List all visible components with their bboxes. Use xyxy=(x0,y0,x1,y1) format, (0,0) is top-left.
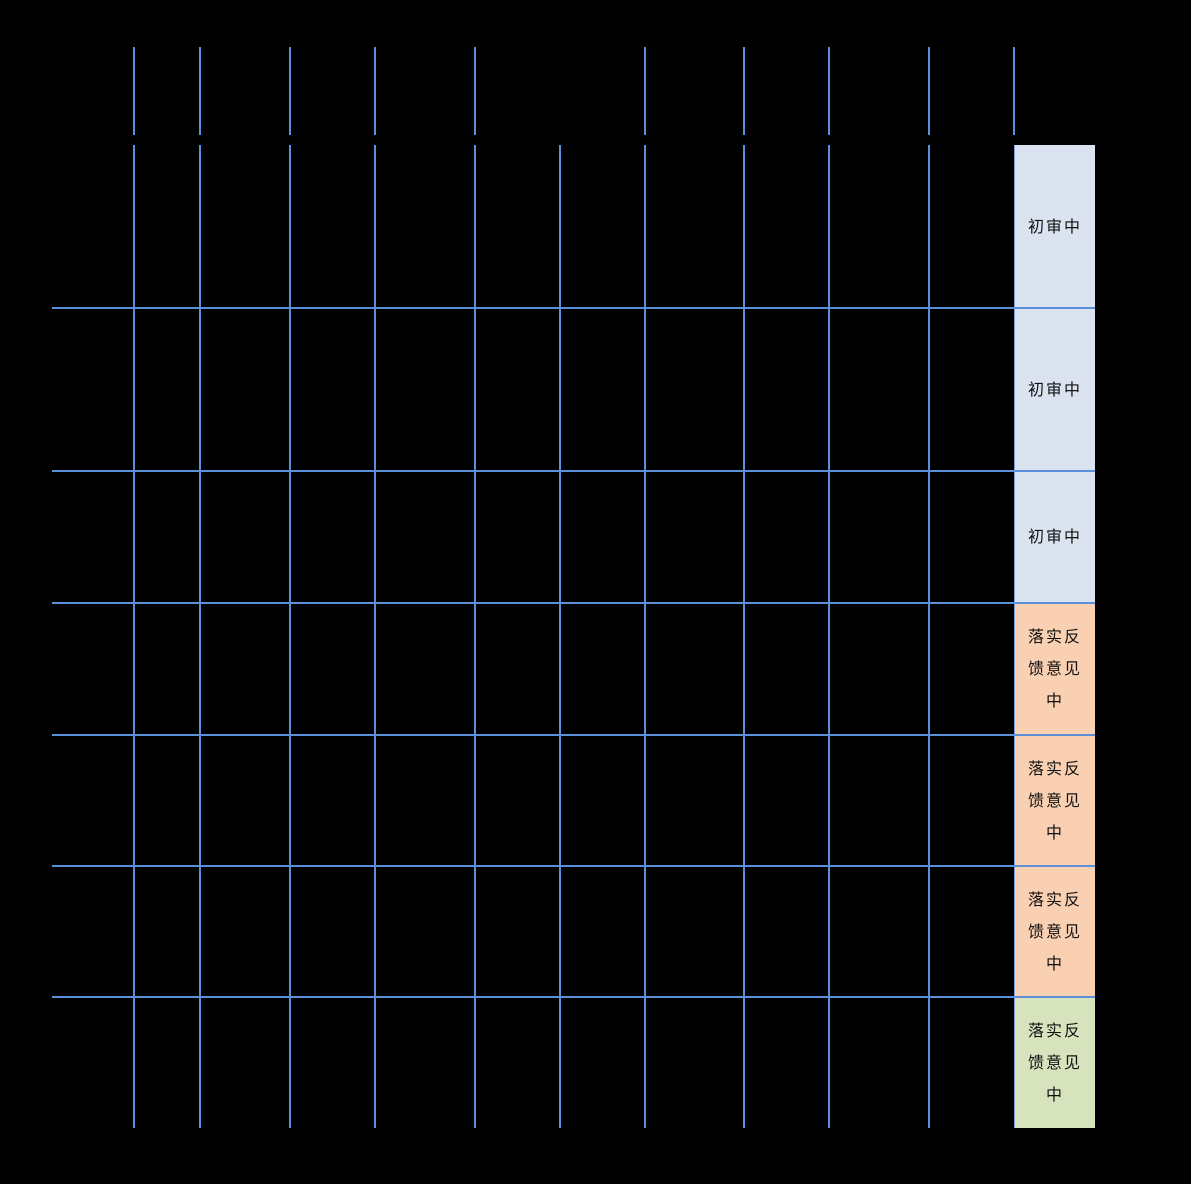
row-divider-2 xyxy=(52,470,1095,472)
column-divider-3 xyxy=(289,145,291,1128)
status-badge: 落实反馈意见中 xyxy=(1027,627,1082,710)
header-divider-4 xyxy=(374,47,376,135)
status-cell-row-3: 初审中 xyxy=(1014,471,1095,603)
column-divider-9 xyxy=(828,145,830,1128)
column-divider-10 xyxy=(928,145,930,1128)
column-divider-7 xyxy=(644,145,646,1128)
row-divider-5 xyxy=(52,865,1095,867)
status-badge: 落实反馈意见中 xyxy=(1027,758,1082,842)
header-divider-2 xyxy=(199,47,201,135)
header-divider-5 xyxy=(474,47,476,135)
header-divider-10 xyxy=(1013,47,1015,135)
status-badge: 初审中 xyxy=(1027,216,1082,236)
header-divider-6 xyxy=(644,47,646,135)
status-badge: 落实反馈意见中 xyxy=(1027,889,1082,973)
header-divider-9 xyxy=(928,47,930,135)
status-cell-row-4: 落实反馈意见中 xyxy=(1014,603,1095,735)
column-divider-4 xyxy=(374,145,376,1128)
header-divider-7 xyxy=(743,47,745,135)
status-badge: 落实反馈意见中 xyxy=(1027,1020,1082,1104)
header-divider-1 xyxy=(133,47,135,135)
column-divider-6 xyxy=(559,145,561,1128)
column-divider-2 xyxy=(199,145,201,1128)
status-cell-row-2: 初审中 xyxy=(1014,308,1095,471)
row-divider-3 xyxy=(52,602,1095,604)
status-cell-row-6: 落实反馈意见中 xyxy=(1014,866,1095,997)
header-divider-8 xyxy=(828,47,830,135)
status-badge: 初审中 xyxy=(1027,379,1082,399)
row-divider-6 xyxy=(52,996,1095,998)
status-badge: 初审中 xyxy=(1027,527,1082,546)
header-divider-3 xyxy=(289,47,291,135)
status-cell-row-7: 落实反馈意见中 xyxy=(1014,997,1095,1128)
row-divider-1 xyxy=(52,307,1095,309)
column-divider-5 xyxy=(474,145,476,1128)
column-divider-1 xyxy=(133,145,135,1128)
status-cell-row-5: 落实反馈意见中 xyxy=(1014,735,1095,866)
row-divider-4 xyxy=(52,734,1095,736)
column-divider-8 xyxy=(743,145,745,1128)
status-cell-row-1: 初审中 xyxy=(1014,145,1095,308)
